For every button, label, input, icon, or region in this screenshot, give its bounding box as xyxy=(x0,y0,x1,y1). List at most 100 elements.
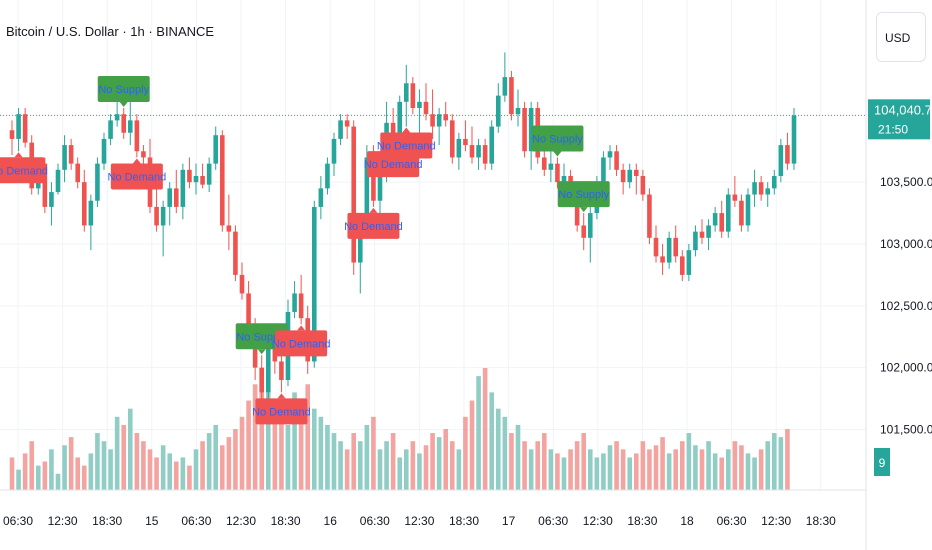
candle-body xyxy=(601,157,606,183)
candle-body xyxy=(614,151,619,170)
volume-bar xyxy=(449,441,455,490)
volume-bar xyxy=(154,457,159,490)
price-tag-value: 104,040.79 xyxy=(874,102,932,117)
candle-body xyxy=(699,231,705,238)
volume-bar xyxy=(679,441,685,490)
label-box xyxy=(380,132,433,159)
volume-bar xyxy=(167,453,173,490)
x-tick-label: 06:30 xyxy=(538,514,568,528)
label-pointer xyxy=(14,152,23,158)
candle-body xyxy=(469,145,475,158)
volume-bar xyxy=(522,441,527,490)
volume-bar xyxy=(469,400,475,490)
candle-body xyxy=(351,126,357,263)
volume-bar xyxy=(423,445,429,490)
candle-body xyxy=(298,293,304,319)
candle-body xyxy=(502,77,508,96)
candle-body xyxy=(417,101,422,108)
candle-body xyxy=(706,225,711,238)
volume-bar xyxy=(541,433,547,490)
candle-body xyxy=(180,169,186,207)
volume-badge-box xyxy=(874,448,890,476)
volume-bar xyxy=(476,376,481,490)
volume-bar xyxy=(607,445,613,490)
no-supply-label: No Supply xyxy=(235,323,288,355)
volume-bar xyxy=(213,424,219,490)
x-tick-label: 12:30 xyxy=(761,514,791,528)
candle-body xyxy=(679,256,685,275)
volume-bar xyxy=(114,416,120,490)
volume-bar xyxy=(568,449,573,490)
candle-body xyxy=(771,176,777,189)
volume-bar xyxy=(417,453,422,490)
candle-body xyxy=(371,157,376,201)
volume-bar xyxy=(285,424,291,490)
candle-body xyxy=(134,120,140,152)
volume-bar xyxy=(515,424,521,490)
candle-body xyxy=(581,225,587,238)
label-pointer xyxy=(257,349,266,355)
volume-bar xyxy=(200,441,205,490)
volume-badge: 9 xyxy=(874,448,890,476)
volume-bar xyxy=(187,465,192,490)
candle-body xyxy=(712,213,718,226)
x-tick-label: 18:30 xyxy=(271,514,301,528)
candle-body xyxy=(403,83,409,102)
candle-body xyxy=(200,176,205,185)
volume-bar xyxy=(712,453,718,490)
volume-bar xyxy=(482,368,488,490)
label-pointer xyxy=(277,393,286,399)
label-box xyxy=(235,323,288,350)
candle-body xyxy=(509,77,514,115)
volume-bar xyxy=(29,441,35,490)
x-tick-label: 12:30 xyxy=(583,514,613,528)
annotation-text: No Demand xyxy=(377,141,436,153)
candle-body xyxy=(9,130,15,139)
x-tick-label: 18:30 xyxy=(806,514,836,528)
volume-bar xyxy=(75,457,81,490)
candle-body xyxy=(81,182,87,226)
x-tick-label: 15 xyxy=(145,514,159,528)
volume-bar xyxy=(745,453,751,490)
volume-bar xyxy=(739,445,744,490)
last-price-tag: 104,040.79 21:50 xyxy=(868,99,932,140)
volume-bar xyxy=(443,429,449,490)
candle-body xyxy=(219,135,225,226)
candle-body xyxy=(68,145,74,164)
candle-body xyxy=(75,163,81,183)
volume-bar xyxy=(377,449,383,490)
volume-bar xyxy=(49,449,54,490)
label-pointer xyxy=(297,325,306,331)
label-pointer xyxy=(579,207,588,213)
candle-body xyxy=(95,163,100,201)
volume-bar xyxy=(265,392,271,490)
volume-bar xyxy=(239,416,245,490)
no-supply-label: No Supply xyxy=(557,181,610,213)
x-tick-label: 18:30 xyxy=(449,514,479,528)
volume-bar xyxy=(272,408,278,490)
volume-bar xyxy=(279,416,284,490)
volume-bar xyxy=(725,449,731,490)
volume-bar xyxy=(633,453,639,490)
volume-bar xyxy=(206,433,212,490)
candle-body xyxy=(607,151,613,158)
candle-body xyxy=(62,145,67,170)
candle-body xyxy=(206,163,212,185)
volume-bar xyxy=(548,449,554,490)
price-tag-countdown: 21:50 xyxy=(878,122,908,136)
volume-bar xyxy=(108,449,113,490)
volume-bar xyxy=(384,441,389,490)
y-tick-label: 101,500.00 xyxy=(880,422,932,436)
candle-body xyxy=(752,182,757,195)
volume-bar xyxy=(502,416,508,490)
currency-selector[interactable]: USD xyxy=(876,12,926,62)
volume-bar xyxy=(81,465,87,490)
volume-bar xyxy=(338,441,343,490)
candle-body xyxy=(791,115,797,164)
no-demand-label: No Demand xyxy=(344,207,403,239)
annotation-text: No Demand xyxy=(272,338,331,350)
candle-body xyxy=(410,83,416,108)
volume-bar xyxy=(68,437,74,490)
volume-bar xyxy=(574,441,580,490)
